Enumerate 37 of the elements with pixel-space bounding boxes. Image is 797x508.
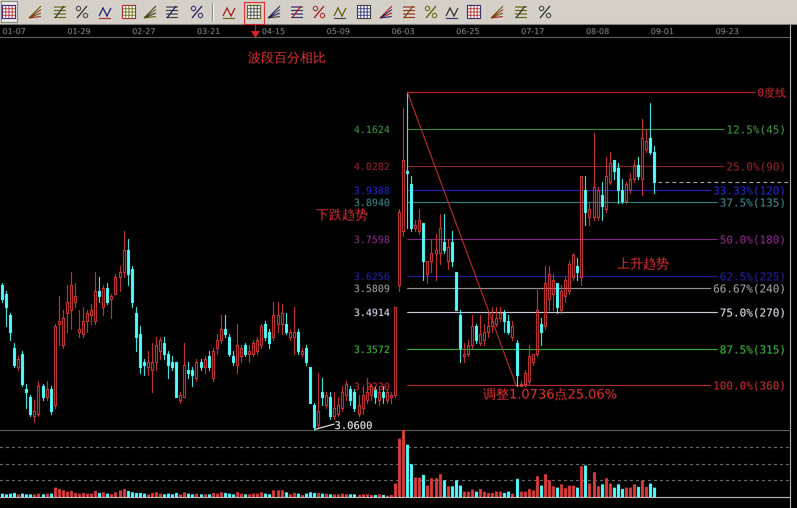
y-tick-label: 3.5809 [354,284,390,295]
y-tick-label: 4.0282 [354,162,390,173]
y-tick-label: 3.8940 [354,198,390,209]
annotation: 波段百分相比 [248,51,326,66]
ref-line-label: 33.33%(120) [713,184,786,198]
annotation: 3.0600 [334,420,372,432]
ref-line-label: 66.67%(240) [713,282,786,296]
y-tick-label: 3.6256 [354,272,390,283]
ref-line-label: 50.0%(180) [720,234,786,246]
x-tick-label: 05-09 [326,27,350,36]
y-tick-label: 3.4914 [354,308,390,319]
annotation: 上升趋势 [617,257,669,272]
ref-line-label: 25.0%(90) [726,160,786,174]
ref-line-label: 37.5%(135) [720,196,786,210]
y-tick-label: 3.3572 [354,345,390,356]
x-tick-label: 01-07 [2,27,26,36]
annotation: 下跌趋势 [316,208,368,223]
ref-line-label: 87.5%(315) [720,344,786,356]
x-tick-label: 01-29 [67,27,91,36]
y-tick-label: 4.1624 [354,125,390,136]
x-tick-label: 07-17 [521,27,544,36]
ref-line-label: 100.0%(360) [713,380,786,392]
x-tick-label: 06-03 [391,27,415,36]
ref-line-label: 0度线 [757,86,786,100]
annotation: 调整1.0736点25.06% [483,388,618,403]
x-tick-label: 06-25 [456,27,480,36]
y-tick-label: 3.7598 [354,235,390,246]
x-tick-label: 04-15 [262,27,286,36]
x-tick-label: 09-23 [716,27,739,36]
x-tick-label: 09-01 [650,27,674,36]
ref-line-label: 62.5%(225) [720,270,786,284]
x-tick-label: 03-21 [197,27,220,36]
y-tick-label: 3.9388 [354,186,390,197]
x-tick-label: 08-08 [586,27,610,36]
ref-line-label: 75.0%(270) [720,306,786,320]
ref-line-label: 12.5%(45) [726,124,786,136]
x-tick-label: 02-27 [132,27,156,36]
